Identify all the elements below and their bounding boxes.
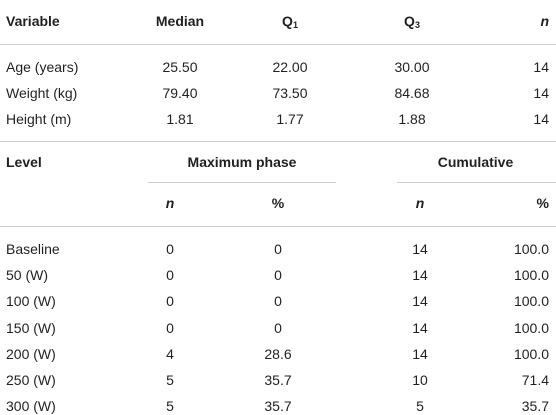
cell-q1: 73.50 [272,85,308,101]
cell-cum-pct: 100.0 [513,267,549,283]
cell-level: 50 (W) [6,267,48,283]
cell-cum-n: 10 [412,372,428,388]
q1-subscript: 1 [292,20,298,30]
col-header-median: Median [155,13,205,29]
table-divider-rule [0,141,556,142]
cell-max-n: 0 [166,320,174,336]
cell-cum-n: 14 [412,267,428,283]
q3-subscript: 3 [414,20,420,30]
cell-max-pct: 0 [274,267,282,283]
cell-level: 300 (W) [6,398,56,414]
col-header-q1: Q1 [260,13,320,30]
cell-max-n: 5 [166,398,174,414]
cell-level: Baseline [6,241,60,257]
cell-q1: 22.00 [272,59,308,75]
cell-max-pct: 35.7 [264,372,292,388]
cell-level: 200 (W) [6,346,56,362]
col-header-cumulative: Cumulative [437,154,514,170]
cell-max-pct: 0 [274,320,282,336]
cell-level: 100 (W) [6,293,56,309]
cell-variable: Age (years) [6,59,79,75]
cell-cum-pct: 100.0 [513,241,549,257]
col-header-maximum-phase: Maximum phase [187,154,297,170]
cell-cum-pct: 100.0 [513,320,549,336]
cell-level: 150 (W) [6,320,56,336]
cell-max-n: 0 [166,241,174,257]
cell-median: 79.40 [162,85,198,101]
cell-level: 250 (W) [6,372,56,388]
cell-n: 14 [533,85,549,101]
cell-cum-n: 14 [412,241,428,257]
cell-max-n: 5 [166,372,174,388]
cell-max-pct: 28.6 [264,346,292,362]
cell-q1: 1.77 [276,111,304,127]
cell-cum-n: 5 [416,398,424,414]
cell-max-pct: 0 [274,241,282,257]
cell-cum-pct: 71.4 [521,372,549,388]
col-header-n: n [540,13,549,29]
cell-median: 1.81 [166,111,194,127]
q1-label: Q [282,13,293,29]
cell-cum-n: 14 [412,293,428,309]
col-header-cum-pct: % [536,195,549,211]
cell-max-n: 0 [166,293,174,309]
col-header-variable: Variable [6,13,60,29]
cell-cum-pct: 35.7 [521,398,549,414]
cell-max-n: 0 [166,267,174,283]
q3-label: Q [404,13,415,29]
cell-q3: 30.00 [394,59,430,75]
cell-max-pct: 0 [274,293,282,309]
col-header-cum-n: n [415,195,425,211]
cell-max-pct: 35.7 [264,398,292,414]
col-header-max-n: n [165,195,175,211]
table2-header-rule [0,226,556,227]
cell-median: 25.50 [162,59,198,75]
col-header-max-pct: % [271,195,285,211]
cell-cum-pct: 100.0 [513,346,549,362]
cell-q3: 1.88 [398,111,426,127]
cumulative-underline [397,182,556,183]
cell-q3: 84.68 [394,85,430,101]
cell-variable: Height (m) [6,111,72,127]
maximum-phase-underline [148,182,336,183]
cell-max-n: 4 [166,346,174,362]
cell-cum-n: 14 [412,346,428,362]
cell-cum-pct: 100.0 [513,293,549,309]
col-header-level: Level [6,154,42,170]
cell-cum-n: 14 [412,320,428,336]
table1-header-rule [0,44,556,45]
cell-n: 14 [533,59,549,75]
cell-n: 14 [533,111,549,127]
col-header-q3: Q3 [382,13,442,30]
cell-variable: Weight (kg) [6,85,78,101]
